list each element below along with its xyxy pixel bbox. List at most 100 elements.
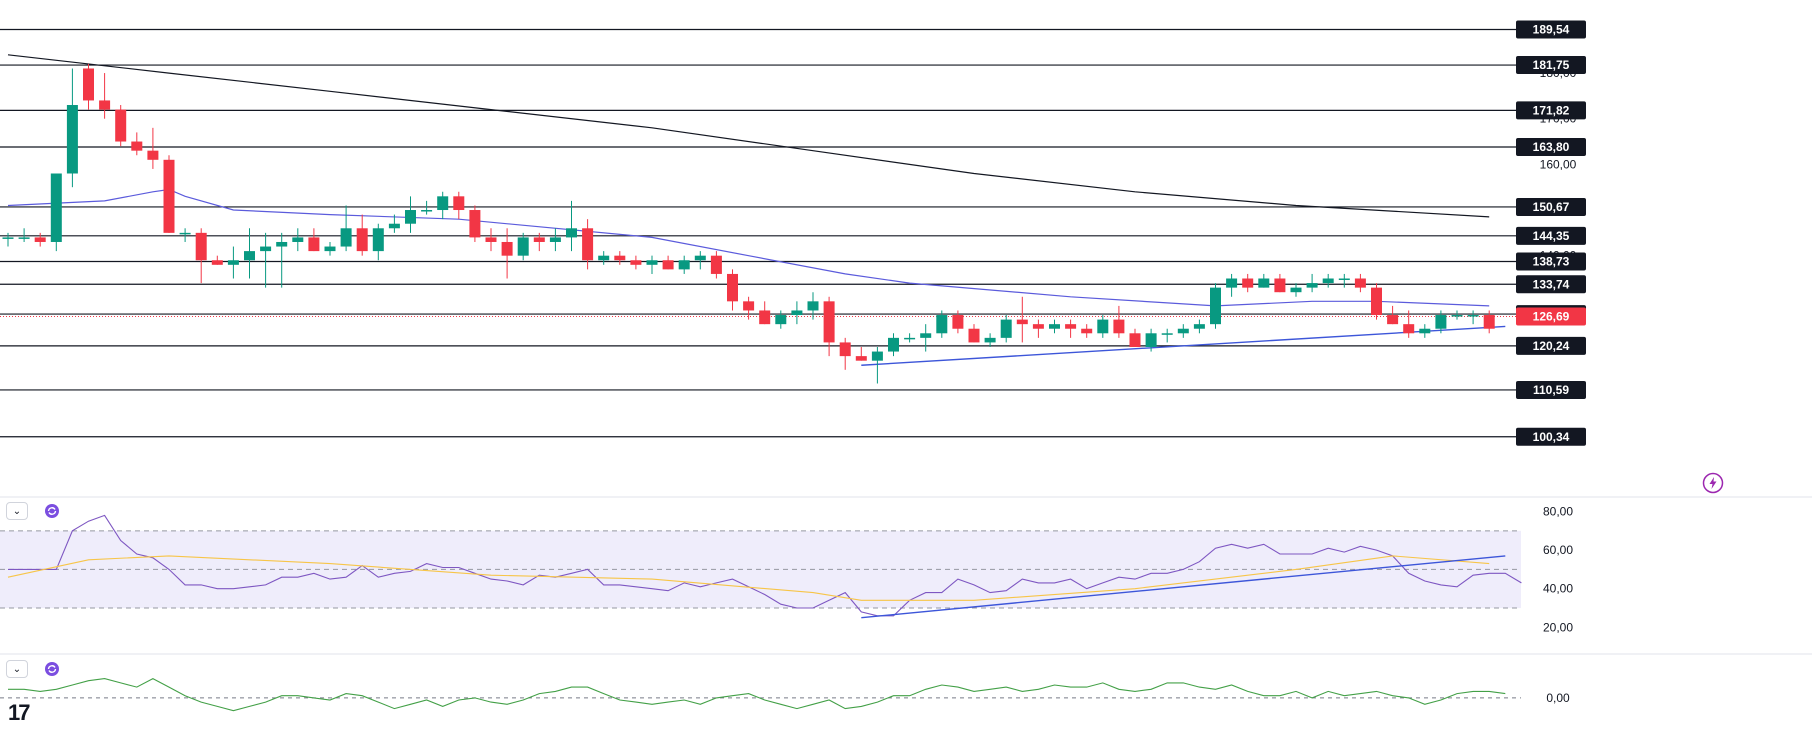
candle <box>211 255 223 265</box>
candle-body <box>1065 324 1077 329</box>
level-price-tag-label: 144,35 <box>1533 229 1570 243</box>
candle <box>276 232 288 288</box>
candle <box>1177 324 1189 338</box>
candle-body <box>791 310 803 316</box>
current-price-tag-label: 126,69 <box>1533 309 1570 323</box>
candle-body <box>276 241 288 247</box>
candle-body <box>34 237 46 242</box>
candle <box>888 333 899 357</box>
level-price-tag-label: 120,24 <box>1533 339 1570 353</box>
candle-body <box>1081 328 1093 334</box>
candle <box>549 228 561 252</box>
candle <box>1032 319 1044 338</box>
candle-body <box>324 246 336 252</box>
level-price-tag-label: 100,34 <box>1533 430 1570 444</box>
candle-body <box>469 210 481 238</box>
candle <box>1145 328 1157 352</box>
candle <box>115 105 127 147</box>
candle <box>34 232 46 247</box>
rsi-pane-collapse-button[interactable]: ⌄ <box>6 502 28 520</box>
candle <box>839 337 851 370</box>
candle <box>99 73 111 119</box>
candle <box>1129 328 1141 347</box>
candle-body <box>1129 333 1141 347</box>
candle-body <box>227 260 239 265</box>
candle <box>1049 319 1060 334</box>
candle-body <box>1226 278 1238 288</box>
candle <box>244 228 255 279</box>
candle-body <box>1193 324 1205 329</box>
level-price-tag-label: 138,73 <box>1533 254 1570 268</box>
candle <box>710 251 722 279</box>
candle <box>1000 315 1012 343</box>
rsi-pane-refresh-button[interactable] <box>43 502 61 520</box>
candle-body <box>855 356 867 361</box>
candle-body <box>1467 315 1479 317</box>
candle <box>1403 310 1415 338</box>
rsi-axis-tick-label: 60,00 <box>1543 543 1573 557</box>
candle <box>308 228 320 252</box>
candle-body <box>308 237 320 252</box>
candle <box>662 255 674 270</box>
candle-body <box>388 223 400 229</box>
candle-body <box>1000 319 1012 338</box>
candle <box>437 191 449 220</box>
candle-body <box>372 228 384 252</box>
candle <box>533 232 545 252</box>
level-price-tag <box>1516 138 1586 157</box>
candle <box>678 255 690 274</box>
candle-body <box>646 260 658 265</box>
candle <box>1467 310 1479 325</box>
level-price-tag <box>1516 427 1586 446</box>
oscillator-pane-collapse-button[interactable]: ⌄ <box>6 660 28 678</box>
candle <box>920 324 932 352</box>
candle <box>1274 273 1286 293</box>
candle <box>1210 283 1221 329</box>
candle <box>453 191 465 220</box>
current-price-tag <box>1516 307 1586 326</box>
candle <box>791 301 803 325</box>
candle-body <box>807 301 819 311</box>
candle-body <box>936 315 948 334</box>
candle <box>727 269 738 311</box>
candle-body <box>1306 283 1318 288</box>
candle <box>227 246 239 279</box>
lightning-button[interactable] <box>1702 472 1724 494</box>
candle <box>421 200 433 215</box>
candle-body <box>147 150 159 160</box>
oscillator-pane-refresh-button[interactable] <box>43 660 61 678</box>
candle <box>1016 296 1028 343</box>
candle-body <box>485 237 497 242</box>
candle <box>694 251 706 270</box>
candle-body <box>437 196 449 211</box>
candle <box>1081 324 1093 338</box>
candle-body <box>839 342 851 357</box>
candle <box>1483 310 1495 334</box>
candle <box>984 333 996 347</box>
candle-body <box>1371 287 1382 316</box>
candle-body <box>1258 278 1270 288</box>
candle-body <box>1354 278 1366 288</box>
candle <box>566 200 577 252</box>
level-price-tag <box>1516 197 1586 216</box>
candle-body <box>1016 319 1028 325</box>
candle <box>1306 273 1318 293</box>
rsi-axis-tick-label: 40,00 <box>1543 582 1573 596</box>
candle-body <box>421 210 433 212</box>
candle <box>1065 319 1077 338</box>
level-price-tag <box>1516 336 1586 355</box>
candle <box>598 251 610 265</box>
candle-body <box>1113 319 1125 334</box>
candle-body <box>1387 315 1399 325</box>
candle <box>324 241 336 256</box>
candle-body <box>904 337 916 340</box>
candle-body <box>614 255 626 261</box>
candle-body <box>1435 315 1447 329</box>
level-price-tag-label: 171,82 <box>1533 103 1570 117</box>
moving-average-line <box>7 54 1490 218</box>
candle-body <box>984 337 996 343</box>
candle <box>614 251 626 265</box>
candle <box>1451 310 1463 320</box>
candle <box>372 223 384 261</box>
